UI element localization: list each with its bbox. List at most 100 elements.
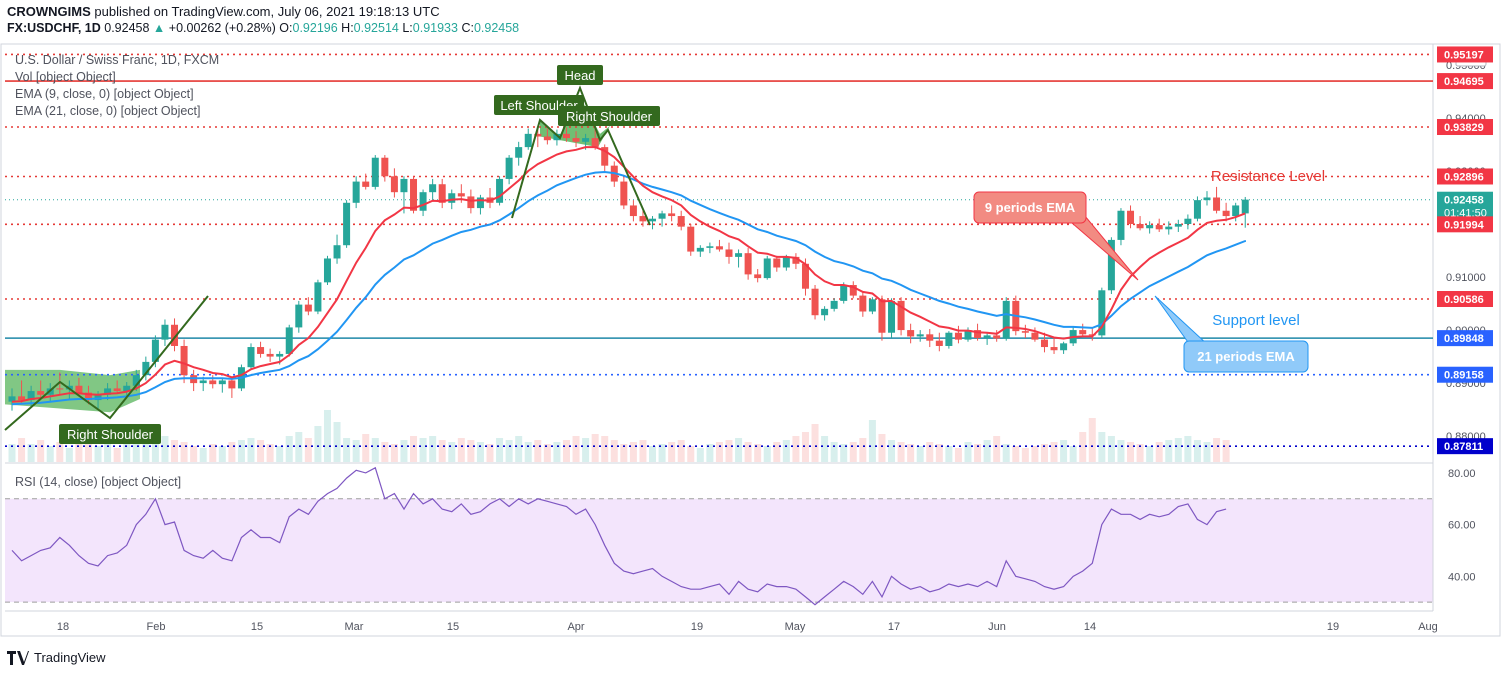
candle-body xyxy=(983,335,991,339)
candle-body xyxy=(448,193,456,203)
candle-body xyxy=(706,246,714,248)
axes: 0.950000.940000.930000.910000.900000.890… xyxy=(57,46,1493,633)
volume-bar xyxy=(572,436,580,462)
volume-bars xyxy=(8,410,1230,462)
volume-bar xyxy=(56,442,64,462)
volume-bar xyxy=(113,448,121,462)
support-label: Support level xyxy=(1212,312,1300,329)
volume-bar xyxy=(1050,442,1058,462)
rsi-tick: 40.00 xyxy=(1448,571,1476,583)
volume-bar xyxy=(859,438,867,462)
candle-body xyxy=(735,253,743,257)
volume-bar xyxy=(1146,446,1154,462)
candle-body xyxy=(123,385,131,392)
footer-brand[interactable]: TradingView xyxy=(34,650,106,665)
candle-body xyxy=(132,375,140,386)
candle-body xyxy=(534,133,542,137)
volume-bar xyxy=(582,438,590,462)
volume-bar xyxy=(534,440,542,462)
close-label: C: xyxy=(461,21,474,35)
candle-body xyxy=(429,184,437,193)
rsi-tick: 60.00 xyxy=(1448,520,1476,532)
pattern-fills xyxy=(5,96,610,413)
candle-body xyxy=(773,258,781,268)
candle-body xyxy=(945,332,953,346)
volume-bar xyxy=(792,436,800,462)
candle-body xyxy=(974,330,982,339)
ema9-line xyxy=(11,146,1246,403)
candle-body xyxy=(199,380,207,384)
volume-bar xyxy=(515,436,523,462)
candle-body xyxy=(1079,330,1087,335)
candle-body xyxy=(314,282,322,312)
volume-bar xyxy=(132,438,140,462)
volume-bar xyxy=(8,444,16,462)
volume-bar xyxy=(1193,440,1201,462)
candle-body xyxy=(754,274,762,279)
time-tick: Feb xyxy=(147,621,166,633)
candle-body xyxy=(1098,290,1106,336)
volume-bar xyxy=(1174,438,1182,462)
time-tick: May xyxy=(785,621,806,633)
time-tick: Jun xyxy=(988,621,1006,633)
volume-bar xyxy=(658,444,666,462)
legend-rsi: RSI (14, close) [object Object] xyxy=(15,475,182,489)
tradingview-logo-icon xyxy=(7,650,29,665)
price-tag-bg xyxy=(1437,191,1493,220)
volume-bar xyxy=(381,442,389,462)
pattern-left xyxy=(4,295,209,431)
author-name[interactable]: CROWNGIMS xyxy=(7,4,91,19)
volume-bar xyxy=(266,444,274,462)
candle-body xyxy=(1146,225,1154,229)
candle-body xyxy=(993,335,1001,339)
candle-body xyxy=(907,330,915,337)
candle-body xyxy=(1174,224,1182,227)
candle-body xyxy=(543,136,551,141)
volume-bar xyxy=(343,438,351,462)
candle-body xyxy=(1136,224,1144,229)
volume-bar xyxy=(916,446,924,462)
candle-body xyxy=(649,218,657,222)
volume-bar xyxy=(878,434,886,462)
ema-lines xyxy=(11,146,1246,406)
volume-bar xyxy=(209,444,217,462)
volume-bar xyxy=(190,446,198,462)
volume-bar xyxy=(926,442,934,462)
volume-bar xyxy=(562,440,570,462)
resistance-label: Resistance Level xyxy=(1211,168,1325,185)
candle-body xyxy=(954,332,962,340)
candle-body xyxy=(524,133,532,148)
volume-bar xyxy=(888,440,896,462)
candle-body xyxy=(687,226,695,252)
candle-body xyxy=(1203,197,1211,201)
candle-body xyxy=(371,157,379,187)
volume-bar xyxy=(171,440,179,462)
ema9-callout-bg xyxy=(973,191,1087,224)
volume-bar xyxy=(840,444,848,462)
candle-body xyxy=(811,288,819,316)
volume-bar xyxy=(897,442,905,462)
candle-body xyxy=(1213,197,1221,211)
candle-body xyxy=(964,330,972,340)
volume-bar xyxy=(706,444,714,462)
volume-bar xyxy=(687,446,695,462)
volume-bar xyxy=(27,444,35,462)
price-tag-bg xyxy=(1437,46,1493,63)
price-tag-bg xyxy=(1437,216,1493,233)
volume-bar xyxy=(247,438,255,462)
candle-body xyxy=(27,391,35,401)
volume-bar xyxy=(763,446,771,462)
volume-bar xyxy=(677,440,685,462)
candle-body xyxy=(209,380,217,385)
volume-bar xyxy=(610,440,618,462)
volume-bar xyxy=(18,438,26,462)
volume-bar xyxy=(333,422,341,462)
candle-body xyxy=(505,157,513,179)
price-tag-bg xyxy=(1437,119,1493,136)
candle-body xyxy=(1021,331,1029,333)
legend-title: U.S. Dollar / Swiss Franc, 1D, FXCM xyxy=(15,53,220,67)
candle-body xyxy=(515,147,523,158)
rsi-polyline xyxy=(11,466,1227,606)
volume-bar xyxy=(457,438,465,462)
